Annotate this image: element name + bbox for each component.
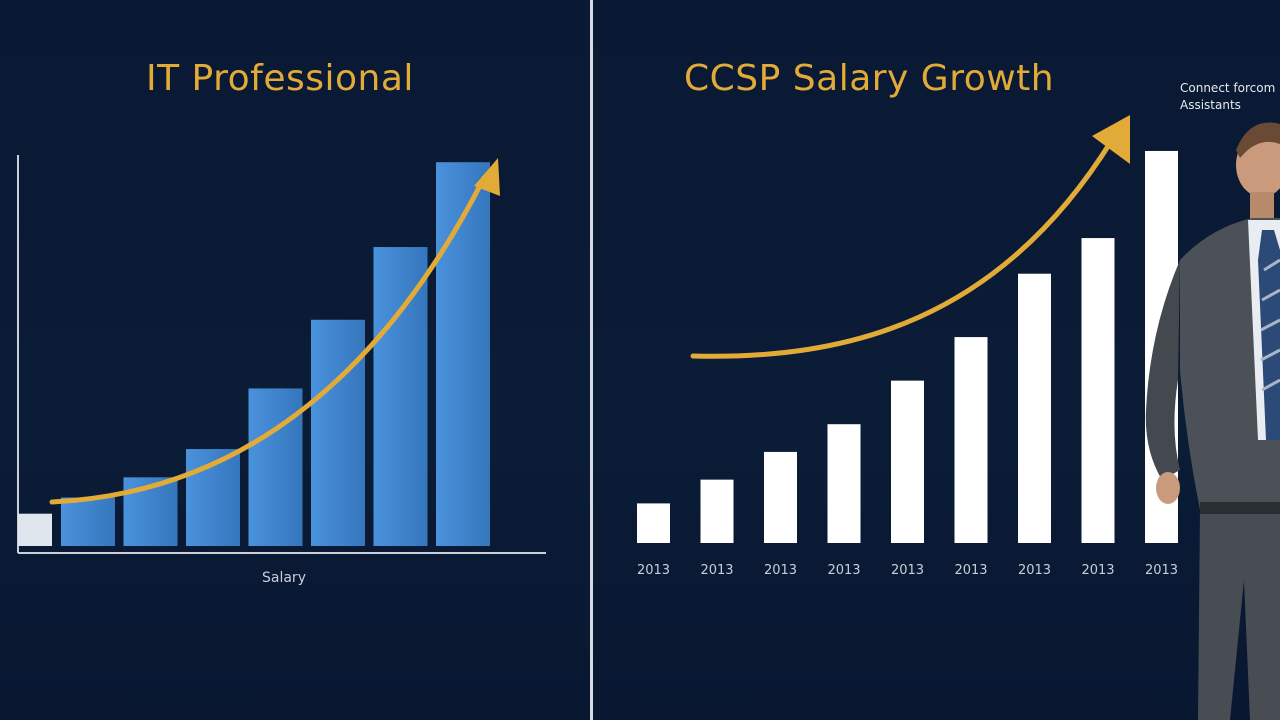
right-bar [764, 451, 797, 543]
right-trend-arrow-icon [690, 137, 1115, 359]
right-x-tick-label: 2013 [891, 563, 924, 578]
panel-divider [590, 0, 593, 720]
right-x-tick-label: 2013 [700, 563, 733, 578]
right-tick-labels: 2013 2013 2013 2013 2013 2013 2013 2013 2013 [637, 563, 1178, 578]
right-bar [700, 479, 734, 543]
left-bars-group [18, 162, 490, 547]
right-bar [1081, 238, 1115, 543]
right-bar [1018, 273, 1051, 543]
right-x-tick-label: 2013 [1145, 563, 1178, 578]
right-bar [827, 424, 861, 543]
right-x-tick-label: 2013 [637, 563, 670, 578]
corner-caption-line2: Assistants [1180, 98, 1241, 112]
right-chart-title: CCSP Salary Growth [684, 58, 1055, 99]
left-arrowhead-icon [474, 158, 500, 196]
corner-caption: Connect forcom Assistants [1180, 80, 1275, 114]
right-arrowhead-icon [1092, 115, 1130, 164]
right-bar [891, 380, 924, 543]
right-bars-group [637, 150, 1178, 543]
left-bar [18, 513, 52, 546]
right-x-tick-label: 2013 [1081, 563, 1114, 578]
right-x-tick-label: 2013 [764, 563, 797, 578]
left-x-axis-label: Salary [262, 570, 306, 586]
left-bar [61, 497, 115, 546]
left-trend-arrow-icon [49, 175, 487, 505]
corner-caption-line1: Connect forcom [1180, 81, 1276, 95]
left-bar [311, 319, 365, 546]
right-x-tick-label: 2013 [1018, 563, 1051, 578]
right-bar [954, 337, 988, 543]
left-bar [373, 247, 428, 547]
businessman-figure [1145, 122, 1280, 720]
right-x-tick-label: 2013 [954, 563, 987, 578]
left-bar [248, 388, 303, 546]
left-bar [436, 162, 490, 546]
right-bar [637, 503, 670, 543]
right-x-tick-label: 2013 [827, 563, 860, 578]
left-chart-title: IT Professional [146, 58, 414, 99]
